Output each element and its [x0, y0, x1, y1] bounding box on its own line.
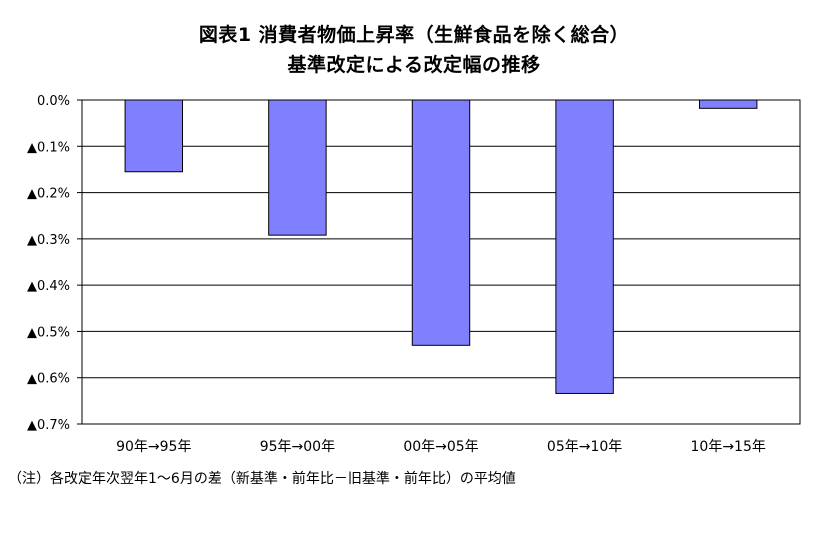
x-tick-label: 00年→05年 — [403, 439, 478, 455]
x-tick-label: 90年→95年 — [116, 439, 191, 455]
y-tick-label: ▲0.2% — [27, 187, 70, 202]
x-tick-label: 10年→15年 — [691, 439, 766, 455]
x-tick-label: 05年→10年 — [547, 439, 622, 455]
bar — [124, 99, 184, 173]
y-tick-label: ▲0.4% — [27, 279, 70, 294]
y-tick-label: 0.0% — [37, 94, 70, 109]
y-tick-label: ▲0.5% — [27, 325, 70, 340]
bar — [268, 99, 327, 236]
chart-title: 図表1 消費者物価上昇率（生鮮食品を除く総合） — [198, 24, 630, 46]
y-tick-label: ▲0.7% — [27, 418, 70, 433]
y-tick-label: ▲0.3% — [27, 233, 70, 248]
chart-footnote: （注）各改定年次翌年1～6月の差（新基準・前年比－旧基準・前年比）の平均値 — [8, 471, 516, 487]
x-tick-label: 95年→00年 — [260, 439, 335, 455]
bar-chart: 0.0% ▲0.1% ▲0.2% ▲0.3% ▲0.4% ▲0.5% ▲0.6% ▲0.7% 9… — [27, 94, 801, 455]
bar — [698, 99, 758, 109]
chart-subtitle: 基準改定による改定幅の推移 — [287, 54, 541, 76]
y-tick-label: ▲0.6% — [27, 372, 70, 387]
bar — [411, 99, 471, 346]
y-tick-label: ▲0.1% — [27, 140, 70, 155]
bar — [555, 99, 614, 394]
